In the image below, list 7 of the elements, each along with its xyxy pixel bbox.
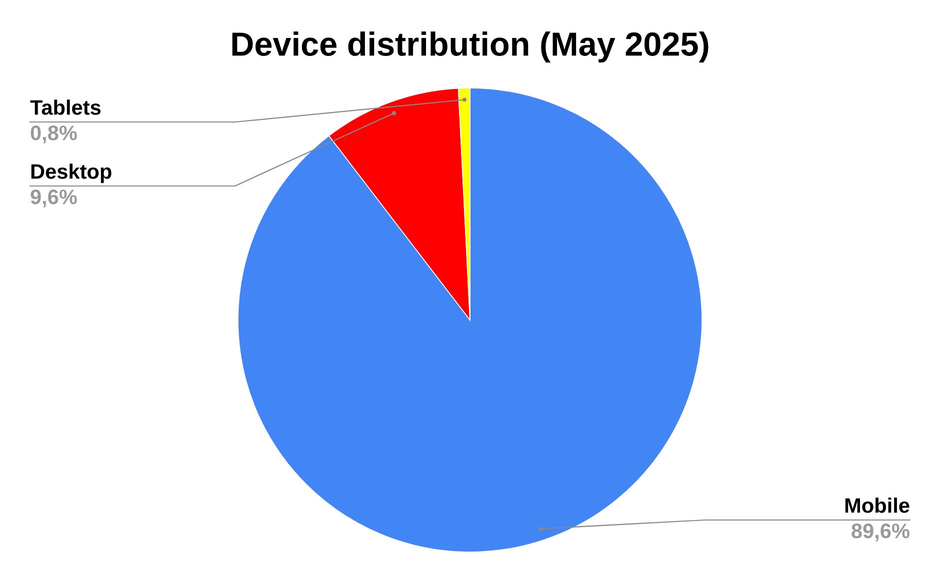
data-label: 9,6% (30, 190, 77, 208)
data-label: 0,8% (30, 126, 77, 144)
slice-label: Mobile (845, 498, 910, 513)
chart-title: Device distribution (May 2025) (232, 31, 708, 63)
data-label: 89,6% (852, 524, 910, 542)
slice-label: Desktop (31, 164, 112, 183)
slice-label: Tablets (30, 100, 101, 115)
